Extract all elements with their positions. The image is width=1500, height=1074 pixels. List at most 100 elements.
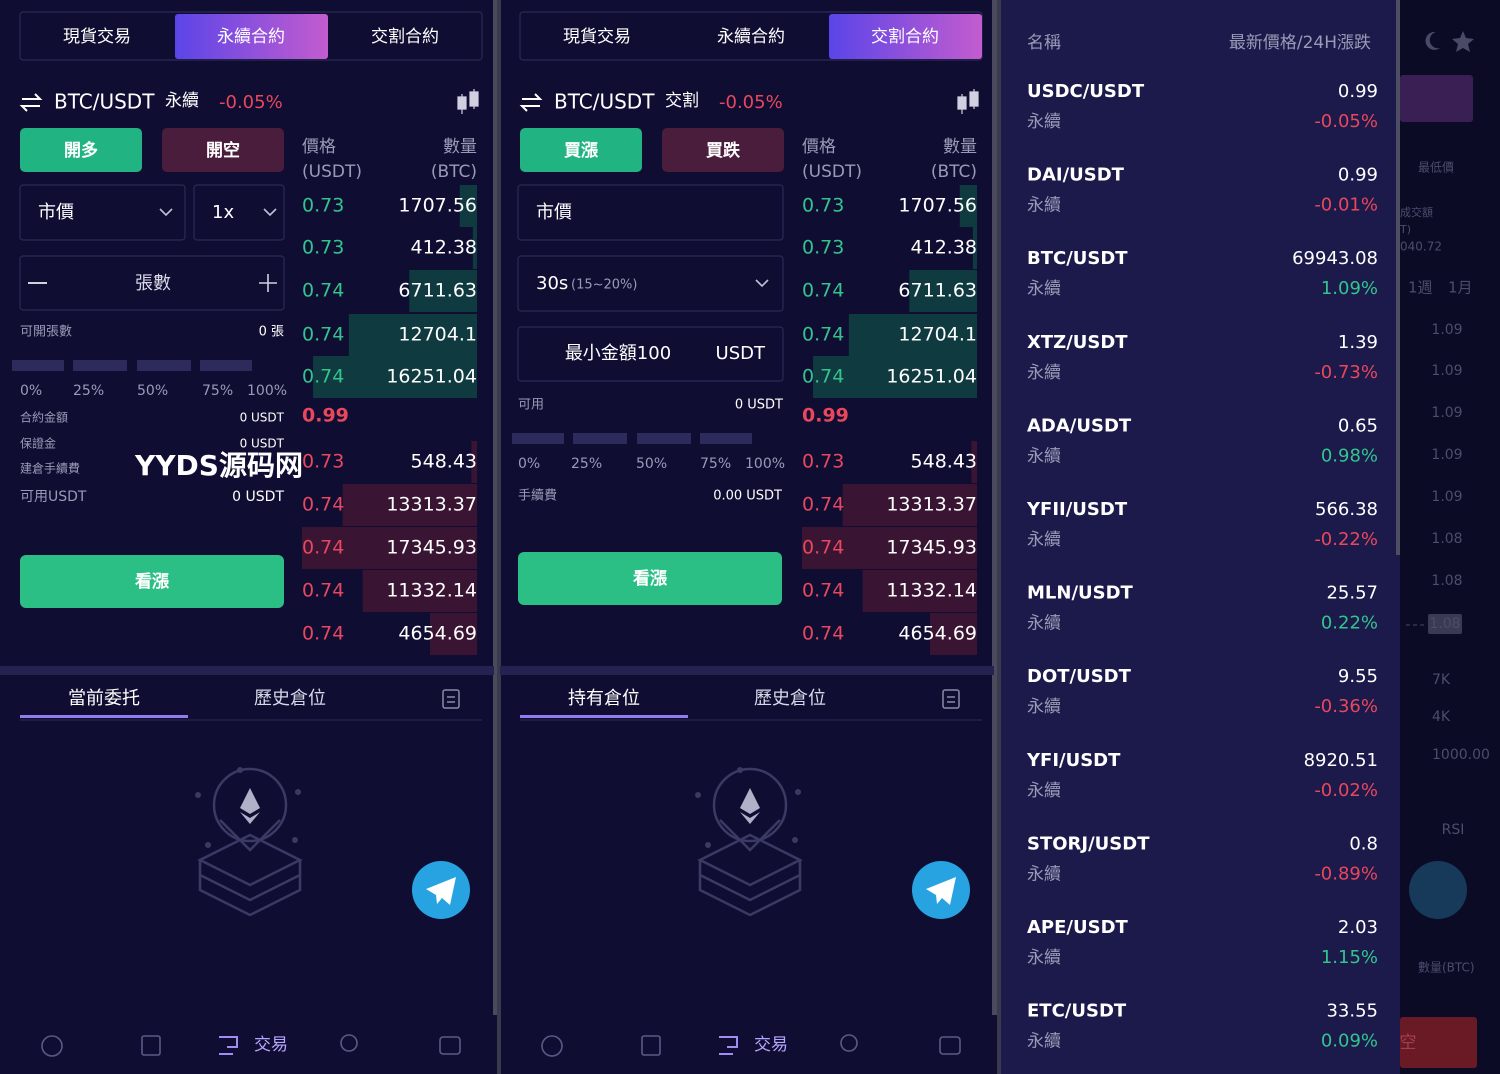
chart-icon[interactable] — [457, 89, 479, 114]
market-name[interactable]: STORJ/USDT — [1027, 833, 1150, 854]
plus-icon[interactable] — [259, 274, 277, 292]
market-name[interactable]: MLN/USDT — [1027, 583, 1134, 604]
sell-button[interactable] — [162, 128, 284, 172]
doc-icon[interactable] — [942, 689, 960, 709]
chart-icon[interactable] — [957, 89, 979, 114]
illus-dot — [205, 842, 211, 848]
market-type: 永續 — [1027, 279, 1061, 299]
tab[interactable]: 永續合約 — [717, 27, 785, 47]
market-name[interactable]: ETC/USDT — [1027, 1001, 1127, 1022]
input-box[interactable] — [517, 184, 784, 241]
nav-market[interactable] — [641, 1035, 661, 1056]
market-name[interactable]: XTZ/USDT — [1027, 332, 1128, 353]
buy-button[interactable] — [20, 128, 142, 172]
sell-label[interactable]: 開空 — [206, 140, 240, 161]
slider-segment[interactable] — [637, 433, 691, 444]
nav-account[interactable] — [840, 1034, 858, 1052]
market-name[interactable]: YFII/USDT — [1026, 499, 1128, 520]
market-type: 永續 — [1027, 1032, 1061, 1052]
input-box[interactable] — [193, 184, 285, 241]
tab-bar[interactable] — [19, 11, 483, 61]
depth-bar — [302, 527, 477, 569]
background-fragment: 1.09 — [1431, 447, 1462, 463]
market-type: 永續 — [1027, 196, 1061, 216]
nav-home[interactable] — [41, 1035, 63, 1057]
nav-label[interactable]: 交易 — [754, 1035, 788, 1055]
bg-purple-bar — [1400, 75, 1473, 122]
slider-segment[interactable] — [573, 433, 627, 444]
market-name[interactable]: USDC/USDT — [1027, 81, 1145, 102]
buy-button[interactable] — [520, 128, 642, 172]
input-box[interactable] — [19, 255, 285, 311]
sell-label[interactable]: 買跌 — [706, 141, 741, 161]
nav-market[interactable] — [141, 1035, 161, 1056]
buy-label[interactable]: 買漲 — [564, 141, 599, 161]
illus-dot — [792, 837, 798, 843]
min-amount[interactable]: 最小金額100 — [565, 343, 671, 364]
market-price: 33.55 — [1326, 1001, 1378, 1022]
market-name[interactable]: APE/USDT — [1027, 917, 1129, 938]
input-box[interactable] — [19, 184, 186, 241]
market-name[interactable]: BTC/USDT — [1027, 248, 1128, 269]
doc-icon[interactable] — [442, 689, 460, 709]
qty-unit: (BTC) — [931, 162, 977, 182]
bottom-tab[interactable]: 歷史倉位 — [754, 688, 826, 709]
section-divider — [0, 666, 494, 675]
nav-trade[interactable] — [719, 1036, 738, 1055]
slider-segment[interactable] — [700, 433, 752, 444]
market-name[interactable]: DAI/USDT — [1027, 165, 1125, 186]
info-value: 0 USDT — [240, 437, 285, 451]
market-type: 永續 — [1027, 864, 1061, 884]
order-button-label[interactable]: 看漲 — [134, 571, 170, 592]
input-box[interactable] — [517, 326, 784, 382]
nav-account[interactable] — [340, 1034, 358, 1052]
nav-wallet[interactable] — [439, 1036, 461, 1055]
tab[interactable]: 交割合約 — [371, 27, 439, 47]
market-name[interactable]: YFI/USDT — [1026, 750, 1121, 771]
buy-label[interactable]: 開多 — [64, 140, 98, 161]
quantity-input[interactable]: 張數 — [135, 273, 171, 294]
book-qty: 11332.14 — [886, 580, 977, 602]
slider-segment[interactable] — [12, 360, 64, 371]
order-button[interactable] — [518, 552, 782, 605]
market-name[interactable]: ADA/USDT — [1027, 415, 1132, 436]
info-label: 合約金額 — [20, 410, 68, 425]
bg-red-button — [1400, 1017, 1477, 1068]
nav-wallet[interactable] — [939, 1036, 961, 1055]
bg-star — [1452, 31, 1474, 52]
input-box[interactable] — [517, 255, 784, 312]
available-value: 0 USDT — [735, 398, 783, 413]
nav-label[interactable]: 交易 — [254, 1035, 288, 1055]
background-fragment: RSI — [1442, 822, 1465, 838]
slider-segment[interactable] — [200, 360, 252, 371]
slider-segment[interactable] — [73, 360, 127, 371]
bottom-tab[interactable]: 當前委托 — [68, 688, 140, 709]
depth-bar — [362, 570, 477, 612]
depth-bar — [959, 185, 977, 227]
swap-icon[interactable] — [19, 93, 43, 112]
depth-bar — [909, 270, 977, 312]
market-change: -0.22% — [1314, 529, 1378, 550]
tab[interactable]: 交割合約 — [871, 27, 939, 47]
nav-trade[interactable] — [219, 1036, 238, 1055]
tab[interactable]: 永續合約 — [217, 27, 285, 47]
qty-unit: (BTC) — [431, 162, 477, 182]
bottom-tab[interactable]: 歷史倉位 — [254, 688, 326, 709]
section-divider — [500, 666, 994, 675]
sell-button[interactable] — [662, 128, 784, 172]
order-button[interactable] — [20, 555, 284, 608]
nav-home[interactable] — [541, 1035, 563, 1057]
balance-label: 可用USDT — [20, 489, 87, 505]
change: -0.05% — [219, 92, 283, 113]
panel-divider — [497, 0, 501, 1074]
tab[interactable]: 現貨交易 — [563, 27, 631, 47]
order-button-label[interactable]: 看漲 — [632, 568, 668, 589]
swap-icon[interactable] — [519, 93, 543, 112]
bottom-tab[interactable]: 持有倉位 — [568, 688, 640, 709]
slider-segment[interactable] — [137, 360, 191, 371]
tab[interactable]: 現貨交易 — [63, 27, 131, 47]
market-list-bg — [1001, 0, 1400, 1074]
percent-label: 100% — [247, 383, 287, 399]
market-name[interactable]: DOT/USDT — [1027, 666, 1132, 687]
slider-segment[interactable] — [512, 433, 564, 444]
